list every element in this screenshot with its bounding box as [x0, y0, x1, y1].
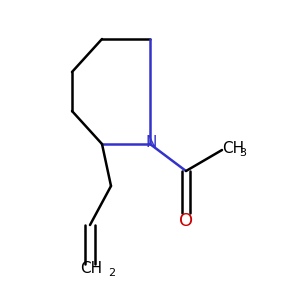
Text: CH: CH	[222, 141, 244, 156]
Text: 2: 2	[108, 268, 115, 278]
Text: CH: CH	[80, 261, 103, 276]
Text: N: N	[146, 135, 157, 150]
Text: O: O	[179, 212, 193, 230]
Text: 3: 3	[239, 148, 246, 158]
